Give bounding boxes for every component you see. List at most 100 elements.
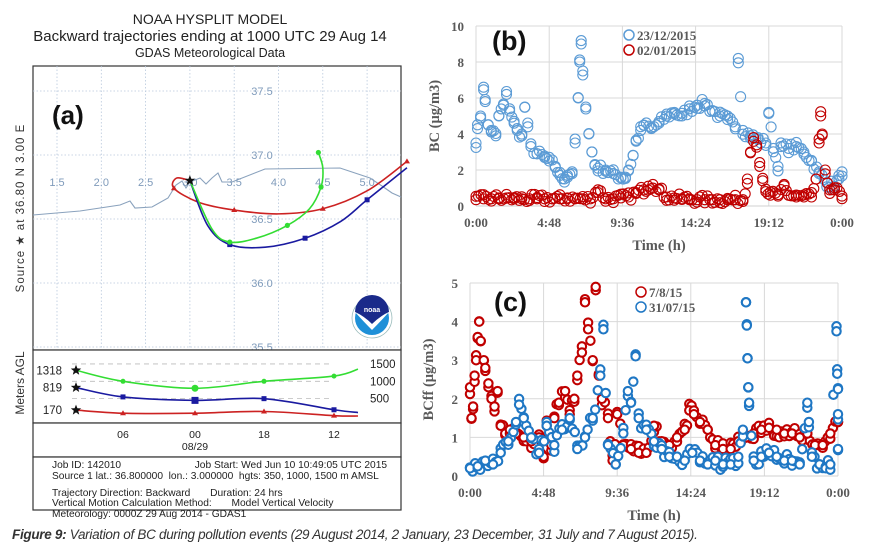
data-point (620, 404, 631, 416)
data-point (668, 106, 680, 118)
x-tick-label: 14:24 (676, 485, 707, 500)
data-point (772, 165, 784, 177)
data-point (732, 57, 744, 69)
data-point (508, 117, 520, 129)
data-point (737, 124, 749, 136)
data-point (625, 397, 637, 408)
figure-caption-text: Variation of BC during pollution events … (66, 527, 698, 542)
legend-marker (623, 44, 635, 56)
data-point (648, 436, 660, 447)
info-line: Source 1 lat.: 36.800000 lon.: 3.000000 … (52, 471, 379, 482)
data-point (483, 378, 494, 389)
data-point (516, 130, 528, 142)
height-right-tick: 1500 (370, 359, 396, 371)
y-tick-label: 4 (452, 315, 459, 330)
data-point (602, 439, 614, 451)
data-point (687, 447, 698, 459)
data-point (647, 182, 659, 194)
height-marker (261, 408, 267, 414)
trajectory-marker (315, 149, 321, 156)
data-point (497, 99, 510, 111)
data-point (825, 428, 836, 439)
data-point (825, 459, 836, 470)
trajectory-marker (302, 235, 308, 241)
trajectory-marker (403, 158, 410, 164)
y-axis-title: BCff (μg/m3) (421, 338, 437, 420)
figure-caption-label: Figure 9: (12, 527, 67, 542)
trajectory-marker (364, 197, 370, 203)
legend-marker (635, 286, 647, 298)
data-point (806, 451, 818, 462)
bcff-chart-c: 0 1 2 3 4 5 0:00 4:48 9:36 14:24 19:12 0:00 (c) 7/8/1… (421, 276, 850, 524)
info-line: Vertical Motion Calculation Method: Mode… (52, 498, 334, 509)
x-tick-label: 9:36 (605, 485, 629, 500)
data-point (589, 404, 601, 415)
data-point (569, 133, 581, 145)
time-sublabel: 08/29 (182, 441, 208, 453)
x-tick-label: 14:24 (680, 215, 711, 230)
y-tick-label: 5 (452, 276, 459, 291)
y-tick-label: 10 (451, 19, 464, 34)
data-point (633, 412, 644, 424)
data-point (737, 194, 749, 206)
data-point (586, 146, 598, 158)
data-point (600, 387, 611, 399)
data-point (622, 385, 634, 397)
data-point (584, 193, 596, 205)
data-point (522, 121, 534, 133)
data-point (618, 428, 629, 439)
data-point (653, 184, 665, 196)
height-marker (331, 373, 337, 379)
data-point (743, 381, 754, 393)
data-point (706, 194, 718, 206)
height-start-label: 819 (43, 383, 62, 395)
data-point (556, 424, 568, 435)
height-start-star-icon (70, 364, 82, 375)
data-point (583, 128, 595, 140)
data-point (630, 135, 642, 147)
data-point (525, 141, 537, 153)
data-point (765, 121, 777, 133)
data-point (836, 166, 848, 178)
data-point (725, 443, 736, 455)
data-point (630, 351, 641, 362)
data-point (764, 189, 776, 201)
height-marker (261, 378, 267, 384)
data-point (832, 383, 844, 395)
lon-tick-label: 4.0 (271, 177, 286, 189)
data-point (478, 84, 490, 96)
x-tick-label: 4:48 (532, 485, 556, 500)
data-point (592, 162, 604, 174)
data-point (740, 297, 752, 308)
data-point (598, 324, 609, 335)
data-point (746, 430, 757, 441)
data-point (585, 335, 596, 346)
data-point (775, 141, 787, 153)
data-point (722, 114, 734, 126)
panel-label: (c) (494, 287, 527, 317)
x-tick-label: 0:00 (458, 485, 482, 500)
legend-label: 31/07/15 (649, 300, 696, 315)
data-point (500, 85, 513, 98)
y-tick-label: 1 (452, 430, 459, 445)
lon-tick-label: 2.0 (94, 177, 109, 189)
height-marker (331, 407, 337, 413)
data-point (778, 178, 790, 190)
data-point (733, 451, 744, 462)
data-point (679, 455, 690, 466)
data-point (490, 130, 502, 142)
noaa-logo-sky (355, 295, 389, 324)
data-point (572, 443, 583, 455)
data-point (538, 436, 550, 447)
data-point (641, 424, 652, 435)
data-point (836, 190, 848, 202)
data-point (803, 416, 815, 428)
data-point (559, 385, 571, 397)
data-point (796, 443, 808, 455)
trajectory-marker (227, 239, 233, 245)
data-point (610, 459, 621, 470)
hysplit-subtitle-2: GDAS Meteorological Data (134, 46, 286, 60)
data-point (737, 424, 749, 435)
data-point (769, 187, 781, 199)
data-point (470, 141, 482, 154)
